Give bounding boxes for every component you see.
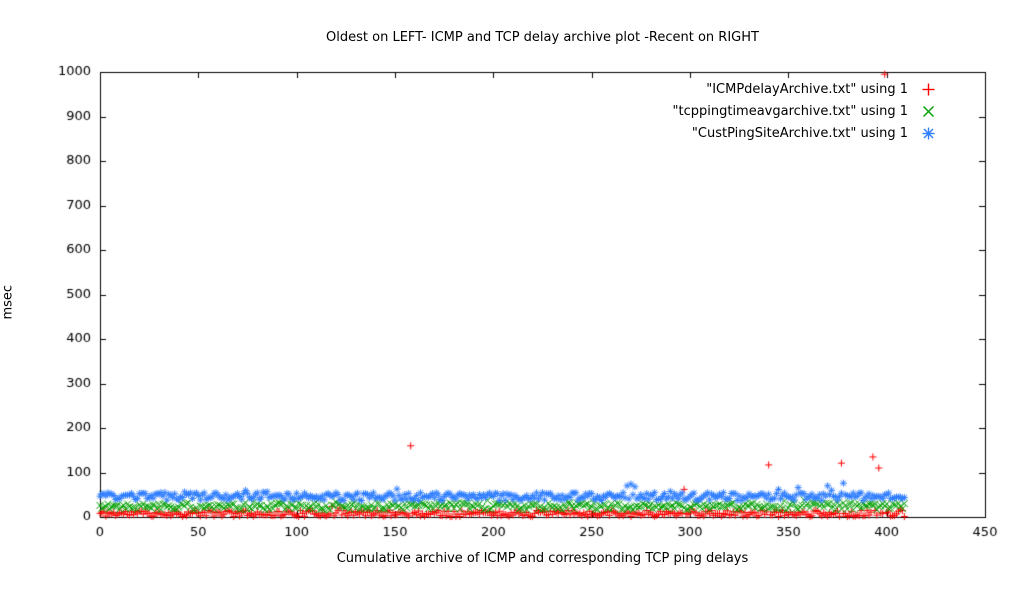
legend-item-icmp: "ICMPdelayArchive.txt" using 1 <box>673 78 935 100</box>
chart-legend: "ICMPdelayArchive.txt" using 1 "tcppingt… <box>673 78 935 144</box>
x-axis-label: Cumulative archive of ICMP and correspon… <box>336 551 749 566</box>
legend-item-custping: "CustPingSiteArchive.txt" using 1 <box>673 122 935 144</box>
legend-label-tcpping: "tcppingtimeavgarchive.txt" using 1 <box>672 103 908 119</box>
star-marker-icon <box>922 127 935 139</box>
legend-item-tcpping: "tcppingtimeavgarchive.txt" using 1 <box>673 100 935 122</box>
legend-label-custping: "CustPingSiteArchive.txt" using 1 <box>691 125 908 141</box>
chart-title: Oldest on LEFT- ICMP and TCP delay archi… <box>326 30 759 45</box>
legend-label-icmp: "ICMPdelayArchive.txt" using 1 <box>706 81 908 97</box>
plus-marker-icon <box>922 83 935 95</box>
cross-marker-icon <box>923 105 934 117</box>
y-axis-label: msec <box>0 284 16 320</box>
